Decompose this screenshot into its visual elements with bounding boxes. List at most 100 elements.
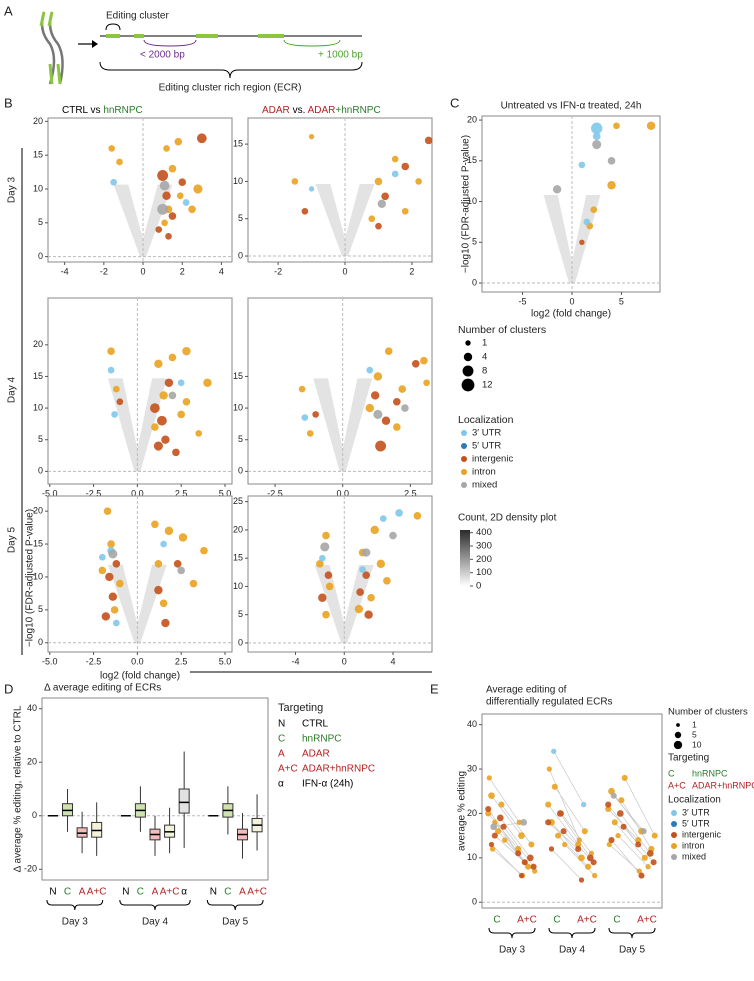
point bbox=[159, 180, 170, 191]
point bbox=[607, 157, 616, 165]
point bbox=[168, 212, 177, 220]
point bbox=[108, 549, 118, 559]
point bbox=[521, 859, 528, 866]
point bbox=[154, 559, 163, 568]
point bbox=[546, 766, 552, 772]
chart-title: differentially regulated ECRs bbox=[486, 697, 613, 708]
y-tick-label: 0 bbox=[472, 277, 477, 287]
point bbox=[182, 397, 191, 406]
point bbox=[177, 379, 185, 387]
group-label: Day 5 bbox=[222, 917, 249, 928]
point bbox=[182, 346, 191, 356]
group-label: Day 5 bbox=[619, 945, 646, 956]
x-tick-label: A+C bbox=[160, 887, 180, 898]
x-tick-label: 0.0 bbox=[336, 488, 349, 498]
legend-label: 5′ UTR bbox=[682, 818, 710, 828]
x-tick-label: A+C bbox=[637, 915, 657, 926]
point bbox=[381, 192, 389, 201]
point bbox=[374, 177, 383, 186]
y-tick-label: 15 bbox=[33, 150, 43, 160]
y-tick-label: 20 bbox=[33, 506, 43, 516]
cluster bbox=[196, 34, 218, 38]
point bbox=[650, 859, 657, 866]
point bbox=[365, 403, 374, 413]
point bbox=[401, 404, 409, 412]
point bbox=[383, 576, 391, 585]
point bbox=[621, 774, 628, 781]
y-tick-label: 0 bbox=[32, 810, 37, 820]
point bbox=[401, 207, 409, 215]
point bbox=[489, 846, 496, 852]
y-axis-label: Δ average % editing, relative to CTRL bbox=[13, 705, 24, 872]
point bbox=[112, 559, 121, 568]
point bbox=[116, 158, 123, 166]
y-tick-label: 0 bbox=[472, 897, 477, 907]
legend-label: hnRNPC bbox=[302, 734, 341, 745]
legend-label: CTRL bbox=[302, 719, 329, 730]
group-label: Day 4 bbox=[559, 945, 586, 956]
point bbox=[618, 797, 625, 804]
point bbox=[164, 378, 174, 387]
point bbox=[398, 385, 407, 393]
point bbox=[640, 828, 647, 835]
x-tick-label: -4 bbox=[292, 656, 300, 666]
pair-line bbox=[551, 848, 582, 881]
legend-title: Number of clusters bbox=[458, 324, 546, 336]
point bbox=[645, 864, 651, 870]
point bbox=[361, 548, 371, 557]
x-tick-label: 0 bbox=[343, 266, 348, 276]
legend-marker bbox=[461, 443, 467, 449]
legend-marker bbox=[674, 731, 682, 739]
brace bbox=[99, 61, 363, 79]
x-tick-label: C bbox=[553, 915, 560, 926]
group-label: Day 4 bbox=[142, 917, 169, 928]
y-tick-label: 20 bbox=[27, 757, 37, 767]
point bbox=[606, 841, 612, 848]
point bbox=[157, 170, 169, 181]
x-tick-label: A bbox=[152, 887, 159, 898]
point bbox=[485, 805, 492, 813]
point bbox=[610, 792, 617, 799]
legend-marker bbox=[671, 843, 677, 849]
y-tick-label: -20 bbox=[24, 864, 37, 874]
point bbox=[150, 403, 160, 413]
y-tick-label: 15 bbox=[233, 138, 243, 148]
point bbox=[518, 872, 525, 879]
point bbox=[291, 178, 299, 185]
point bbox=[551, 748, 557, 754]
x-tick-label: A+C bbox=[87, 887, 107, 898]
x-tick-label: α bbox=[181, 887, 187, 898]
pair-line bbox=[611, 839, 642, 876]
y-tick-label: 5 bbox=[38, 604, 43, 614]
group-brace bbox=[206, 899, 264, 911]
point bbox=[490, 823, 498, 831]
point bbox=[359, 566, 366, 573]
pair-line bbox=[621, 799, 652, 850]
panel-a: A Editing cluster < 2000 bp + 1000 bp Ed… bbox=[4, 3, 363, 93]
point bbox=[301, 207, 309, 215]
point bbox=[107, 347, 115, 355]
x-tick-label: -2.5 bbox=[86, 488, 102, 498]
point bbox=[613, 122, 620, 130]
x-axis-label: log2 (fold change) bbox=[100, 671, 180, 682]
x-tick-label: -2 bbox=[274, 266, 282, 276]
point bbox=[638, 872, 645, 879]
point bbox=[605, 801, 612, 808]
point bbox=[391, 155, 399, 163]
legend-key: A+C bbox=[668, 780, 686, 790]
group-brace bbox=[608, 927, 656, 939]
pair-line bbox=[547, 822, 579, 850]
legend-marker bbox=[461, 430, 467, 436]
legend-label: 10 bbox=[692, 739, 702, 749]
x-tick-label: -2 bbox=[100, 266, 108, 276]
chart-title: Δ average editing of ECRs bbox=[44, 683, 161, 694]
point bbox=[325, 582, 334, 591]
legend-title: Count, 2D density plot bbox=[458, 513, 557, 524]
pair-line bbox=[557, 835, 589, 867]
point bbox=[377, 199, 387, 209]
legend-marker bbox=[461, 378, 475, 392]
point bbox=[316, 560, 324, 568]
legend-label: 12 bbox=[482, 380, 493, 391]
point bbox=[556, 810, 564, 817]
pair-line bbox=[548, 768, 580, 841]
